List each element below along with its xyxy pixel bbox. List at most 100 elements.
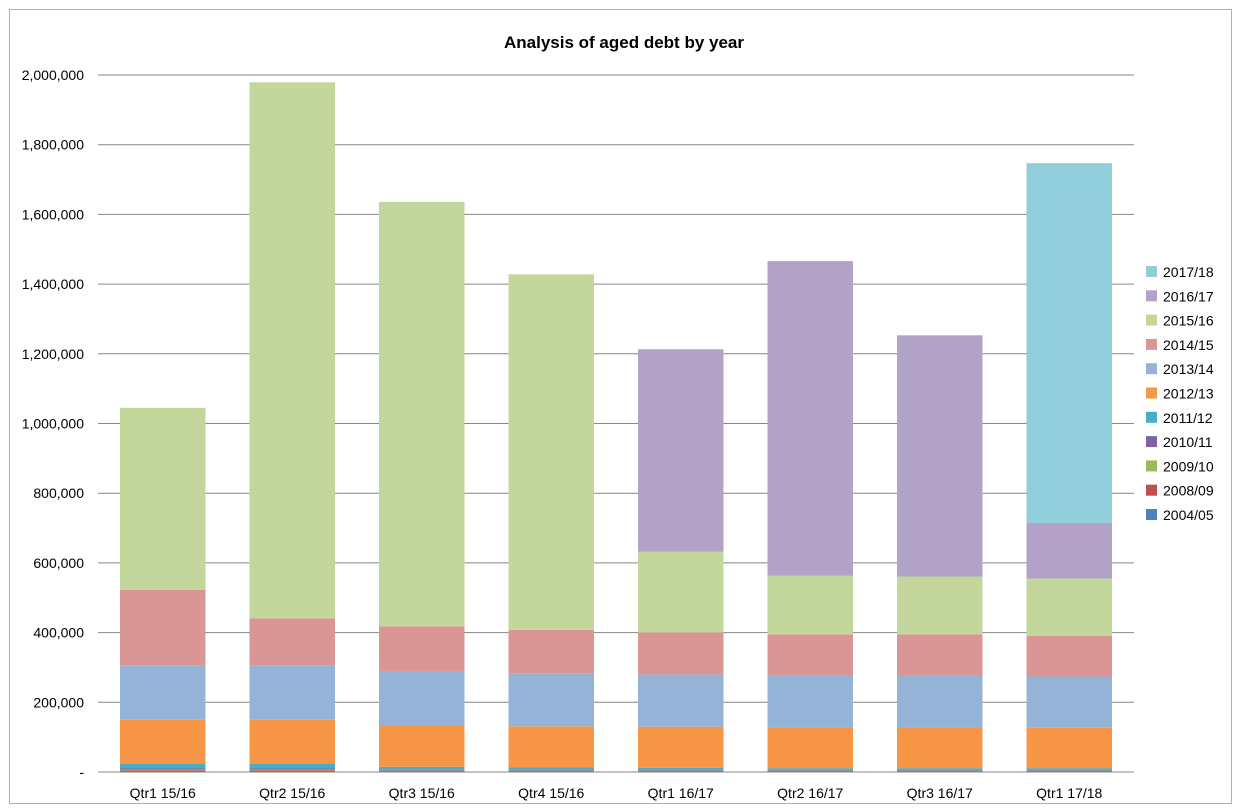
bar-segment [120,770,206,772]
x-tick-label: Qtr2 16/17 [777,785,843,801]
bar-segment [897,727,983,769]
bar-segment [508,767,594,770]
bar-segment [120,407,206,590]
x-tick-label: Qtr1 16/17 [648,785,714,801]
bar-segment [767,768,853,770]
x-tick-label: Qtr2 15/16 [259,785,325,801]
y-tick-label: 800,000 [33,485,84,501]
bar-segment [638,769,724,771]
bar-segment [249,719,335,764]
x-axis-ticks: Qtr1 15/16 Qtr2 15/16 Qtr3 15/16 Qtr4 15/16… [130,785,1103,801]
y-tick-label: - [79,764,84,780]
bar-segment [638,632,724,675]
bar-segment [767,769,853,771]
bars [120,82,1112,772]
y-tick-label: 1,200,000 [22,346,84,362]
bar-segment [638,771,724,772]
legend-label: 2012/13 [1163,386,1214,402]
bar-segment [1026,727,1112,769]
bar-segment [379,670,465,725]
bar-segment [379,724,465,767]
bar-segment [249,770,335,771]
bar-segment [1026,676,1112,728]
bar-segment [120,763,206,769]
x-tick-label: Qtr3 15/16 [389,785,455,801]
bar-segment [379,771,465,772]
y-tick-label: 2,000,000 [22,67,84,83]
y-tick-label: 600,000 [33,555,84,571]
legend-swatch [1146,509,1157,520]
legend-label: 2011/12 [1163,410,1213,426]
bar-segment [897,675,983,728]
legend-label: 2017/18 [1163,264,1214,280]
bar-segment [1026,771,1112,772]
bar-segment [897,634,983,676]
bar-segment [379,626,465,671]
bar-segment [638,726,724,768]
bar-segment [249,769,335,771]
bar-segment [379,769,465,771]
bar-segment [897,771,983,772]
legend-swatch [1146,460,1157,472]
bar-segment [508,771,594,772]
y-axis-ticks: - 200,000 400,000 600,000 800,000 1,000,000 1,… [22,67,85,780]
y-tick-label: 1,800,000 [22,137,84,153]
bar-segment [767,261,853,576]
y-tick-label: 1,400,000 [22,276,84,292]
legend-swatch [1146,436,1157,448]
legend-label: 2015/16 [1163,313,1214,329]
bar-segment [508,769,594,771]
x-tick-label: Qtr3 16/17 [907,785,973,801]
x-tick-label: Qtr4 15/16 [518,785,584,801]
bar-segment [508,726,594,768]
bar-segment [249,665,335,720]
legend-label: 2014/15 [1163,337,1214,353]
legend-label: 2008/09 [1163,483,1214,499]
bar-segment [897,576,983,635]
legend-label: 2013/14 [1163,361,1214,377]
legend-swatch [1146,484,1157,496]
legend-label: 2009/10 [1163,458,1214,474]
bar-segment [638,674,724,727]
bar-segment [249,768,335,770]
legend-swatch [1146,411,1157,423]
bar-segment [120,665,206,720]
bar-segment [767,675,853,728]
x-tick-label: Qtr1 17/18 [1036,785,1102,801]
bar-segment [1026,769,1112,771]
bar-segment [379,201,465,627]
bar-segment [249,770,335,772]
bar-segment [379,766,465,770]
bar-segment [1026,163,1112,523]
bar-segment [508,274,594,630]
bar-segment [897,768,983,770]
bar-segment [120,769,206,771]
bar-segment [120,719,206,764]
bar-segment [767,575,853,635]
legend-swatch [1146,314,1157,326]
bar-segment [120,768,206,770]
bar-segment [1026,578,1112,636]
legend-label: 2016/17 [1163,288,1214,304]
legend-label: 2004/05 [1163,507,1214,523]
bar-segment [120,770,206,771]
bar-segment [897,769,983,771]
legend-swatch [1146,290,1157,302]
bar-segment [638,767,724,770]
bar-segment [767,771,853,772]
bar-segment [508,629,594,674]
legend-label: 2010/11 [1163,434,1213,450]
bar-segment [249,82,335,619]
bar-segment [767,727,853,769]
legend: 2017/18 2016/17 2015/16 2014/15 2013/14 2012/… [1146,264,1214,523]
bar-segment [249,618,335,666]
y-tick-label: 1,600,000 [22,206,84,222]
x-tick-label: Qtr1 15/16 [130,785,196,801]
legend-swatch [1146,363,1157,375]
bar-segment [1026,522,1112,579]
y-tick-label: 1,000,000 [22,416,84,432]
y-tick-label: 200,000 [33,694,84,710]
y-tick-label: 400,000 [33,625,84,641]
bar-segment [767,634,853,676]
